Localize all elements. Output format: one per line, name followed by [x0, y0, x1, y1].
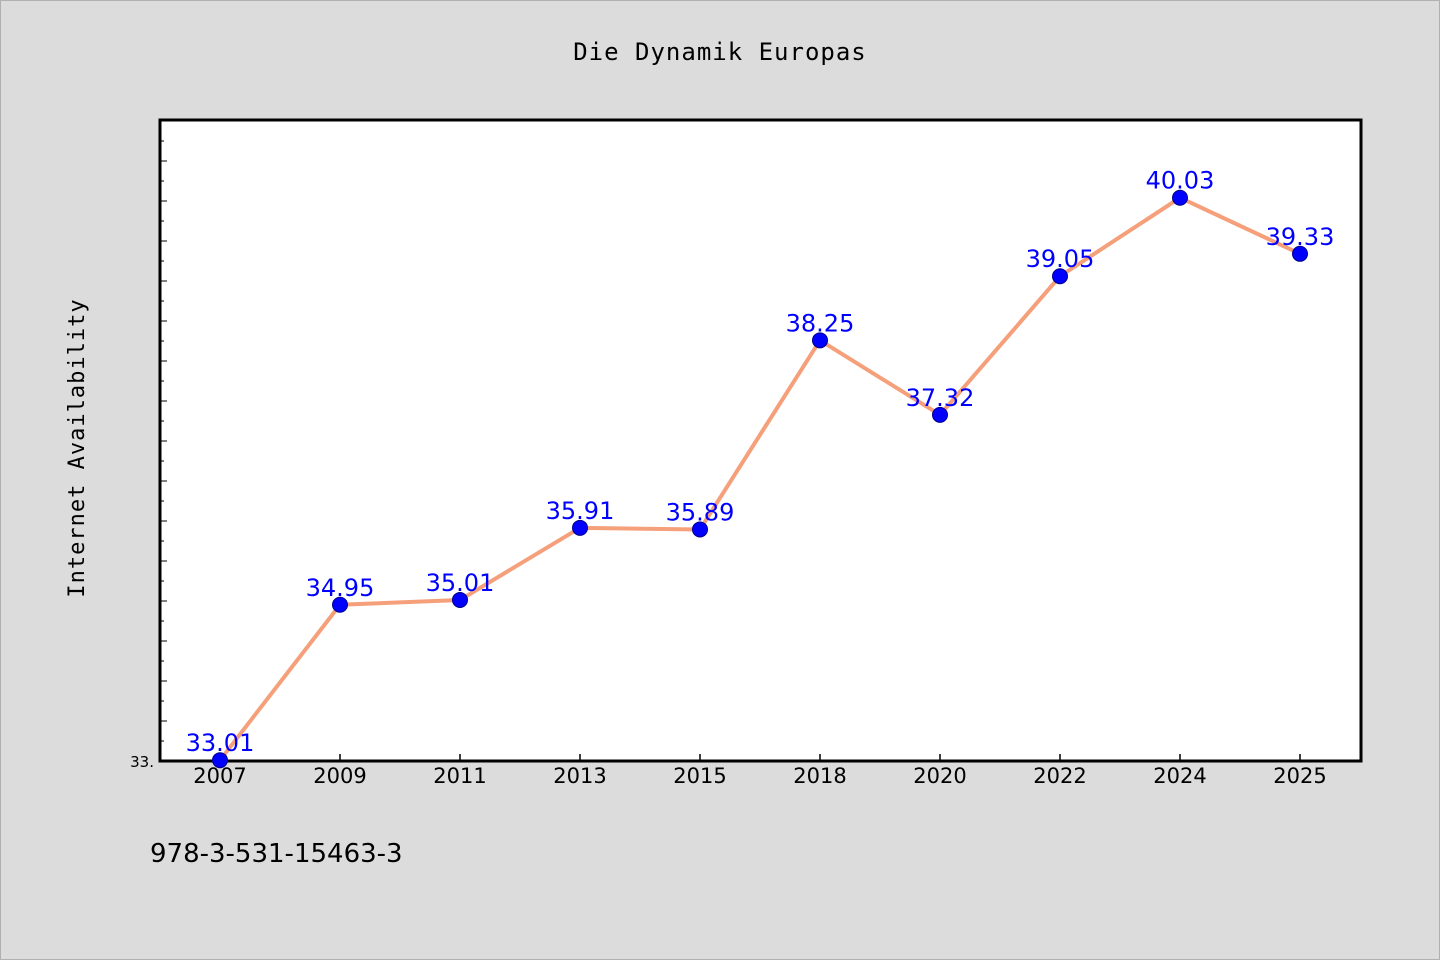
x-tick-label: 2011 [433, 764, 486, 788]
data-point [572, 519, 588, 536]
data-label: 35.89 [666, 498, 735, 526]
x-tick-label: 2009 [313, 764, 366, 788]
x-tick-label: 2025 [1273, 764, 1326, 788]
data-point [812, 332, 828, 349]
data-point [1172, 189, 1188, 206]
data-label: 35.01 [426, 569, 495, 597]
data-label: 39.05 [1026, 245, 1095, 273]
data-point [692, 521, 708, 538]
data-markers [212, 189, 1308, 769]
x-tick-label: 2020 [913, 764, 966, 788]
x-tick-label: 2013 [553, 764, 606, 788]
x-axis-ticks [219, 754, 1301, 761]
y-axis-label: Internet Availability [65, 298, 90, 597]
data-label: 39.33 [1266, 223, 1335, 251]
data-point [212, 752, 228, 769]
series-line-group [218, 195, 1302, 763]
data-point [932, 406, 948, 423]
x-tick-label: 2024 [1153, 764, 1206, 788]
x-tick-label: 2018 [793, 764, 846, 788]
data-label: 33.01 [186, 729, 255, 757]
data-point [1292, 245, 1308, 262]
data-labels: 33.01 34.95 35.01 35.91 35.89 38.25 37.32 39.05… [186, 167, 1335, 757]
data-label: 40.03 [1146, 167, 1215, 195]
x-tick-label: 2015 [673, 764, 726, 788]
series-line [218, 195, 1302, 763]
y-axis-ticks [160, 140, 167, 742]
data-point [1052, 268, 1068, 285]
x-tick-label: 2022 [1033, 764, 1086, 788]
data-label: 38.25 [786, 309, 855, 337]
data-label: 35.91 [546, 497, 615, 525]
y-axis-min-label: 33. [130, 753, 154, 771]
x-axis-tick-labels: 2007 2009 2011 2013 2015 2018 2020 2022 2024 2025 [193, 764, 1326, 788]
data-point [452, 591, 468, 608]
chart-title: Die Dynamik Europas [573, 38, 867, 66]
plot-area [158, 118, 1363, 763]
data-point [332, 596, 348, 613]
data-label: 37.32 [906, 384, 975, 412]
data-label: 34.95 [306, 574, 375, 602]
isbn-footer: 978-3-531-15463-3 [150, 839, 403, 869]
